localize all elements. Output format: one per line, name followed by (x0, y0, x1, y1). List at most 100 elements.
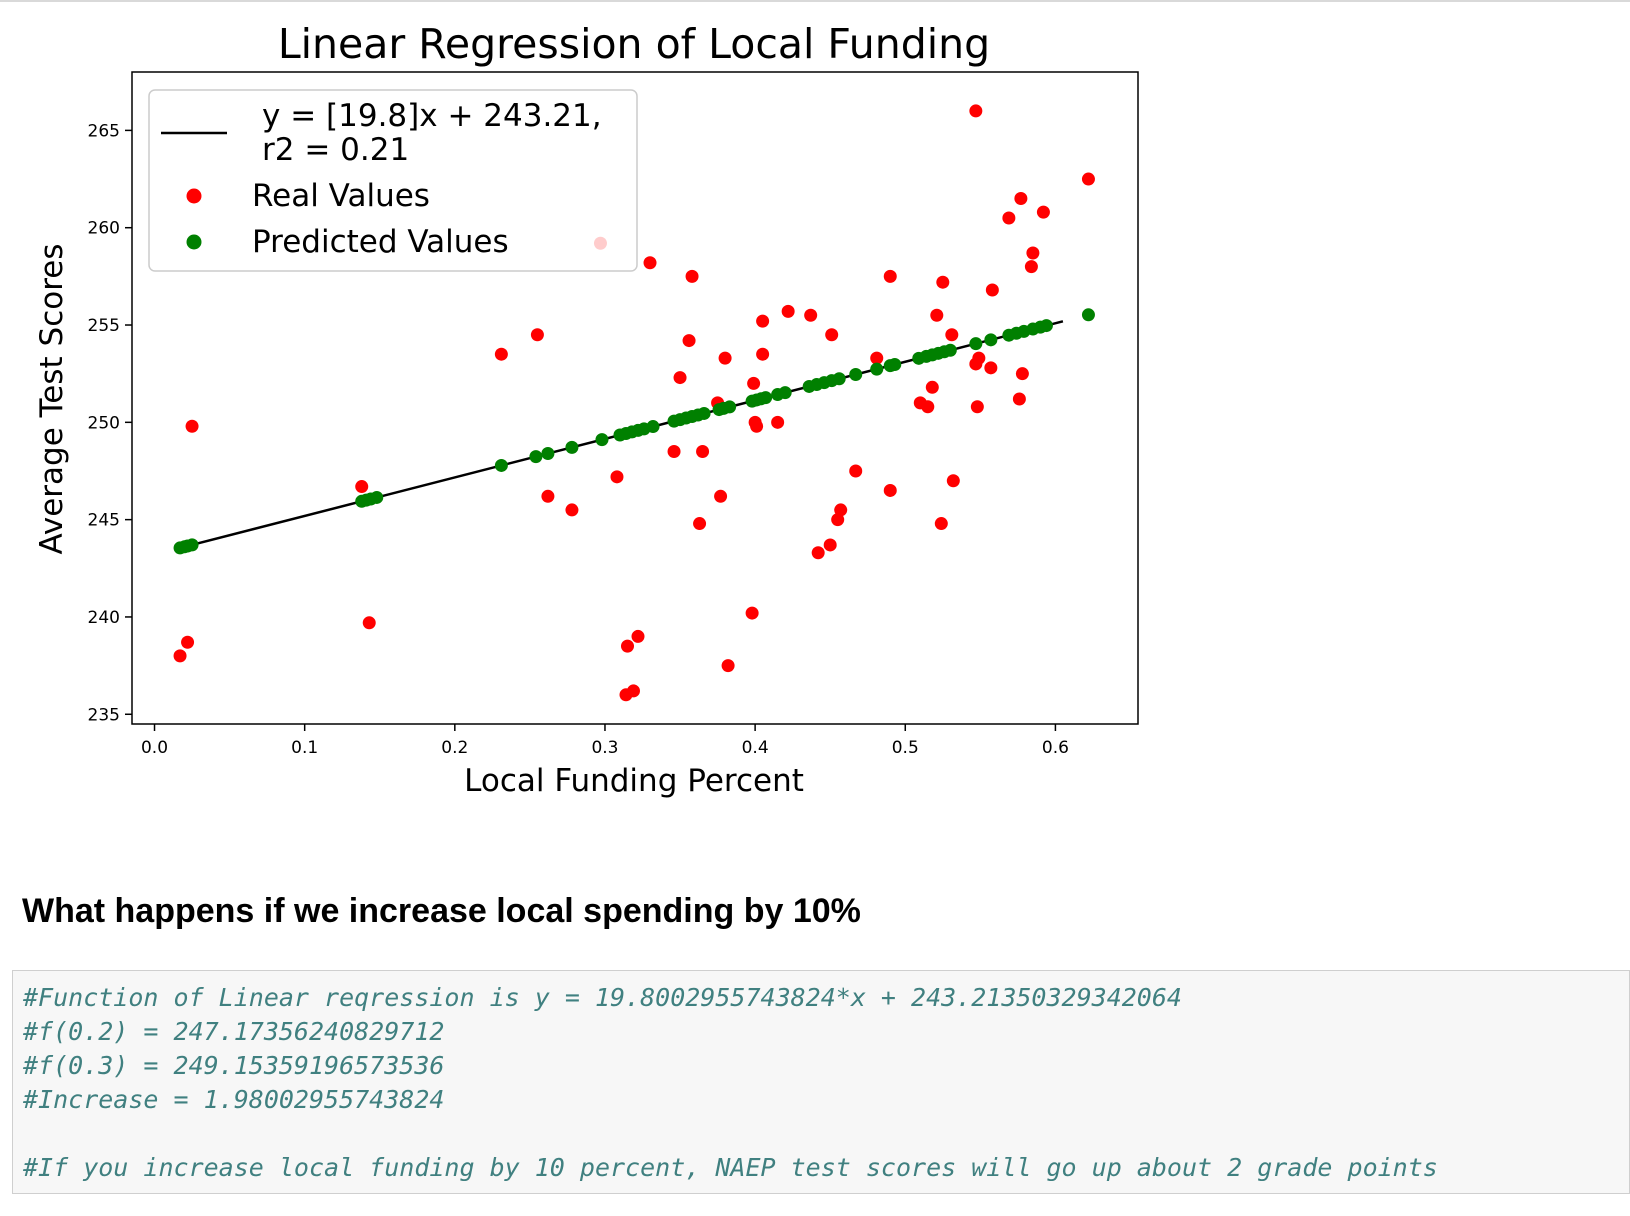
legend-line-label-1: y = [19.8]x + 243.21, (262, 98, 602, 134)
real-value-point (673, 371, 687, 385)
legend-box (148, 89, 638, 272)
real-value-point (804, 308, 818, 322)
real-value-point (631, 629, 645, 643)
y-tick-label: 265 (88, 121, 120, 141)
predicted-value-point (565, 440, 579, 454)
predicted-value-point (870, 362, 884, 376)
real-value-point (1024, 260, 1038, 274)
predicted-value-point (759, 391, 773, 405)
legend: y = [19.8]x + 243.21, r2 = 0.21 Real Val… (148, 89, 638, 272)
real-value-point (682, 334, 696, 348)
real-value-point (173, 649, 187, 663)
real-value-point (1036, 205, 1050, 219)
real-value-point (883, 269, 897, 283)
real-value-point (494, 347, 508, 361)
real-value-point (620, 639, 634, 653)
real-value-point (1026, 246, 1040, 260)
real-value-point (1014, 192, 1028, 206)
x-tick-label: 0.5 (892, 738, 919, 758)
real-value-point (610, 470, 624, 484)
code-line-3: #f(0.3) = 249.15359196573536 (23, 1051, 445, 1080)
real-value-point (970, 400, 984, 414)
real-value-point (685, 269, 699, 283)
code-line-6: #If you increase local funding by 10 per… (23, 1153, 1438, 1182)
predicted-value-point (646, 420, 660, 434)
real-value-point (825, 328, 839, 342)
real-value-point (696, 445, 710, 459)
real-value-point (181, 635, 195, 649)
real-value-point (883, 483, 897, 497)
real-value-point (1015, 367, 1029, 381)
real-value-point (945, 328, 959, 342)
x-tick-label: 0.4 (742, 738, 769, 758)
real-value-point (969, 104, 983, 118)
real-value-point (355, 480, 369, 494)
real-value-point (565, 503, 579, 517)
chart-title: Linear Regression of Local Funding (278, 20, 990, 68)
real-value-point (1002, 211, 1016, 225)
axis-ticks: 0.0 0.1 0.2 0.3 0.4 0.5 0.6 235 240 245 250 255 260 2… (88, 121, 1069, 758)
predicted-value-point (185, 538, 199, 552)
legend-real-marker (186, 188, 202, 204)
plot-frame (131, 71, 1139, 725)
real-value-point (834, 503, 848, 517)
real-value-point (747, 376, 761, 390)
y-tick-label: 250 (88, 413, 120, 433)
predicted-values-layer (173, 308, 1095, 555)
real-value-point (849, 464, 863, 478)
predicted-value-point (984, 333, 998, 347)
legend-predicted-label: Predicted Values (252, 224, 509, 260)
code-line-1: #Function of Linear reqression is y = 19… (23, 983, 1182, 1012)
x-tick-label: 0.3 (591, 738, 618, 758)
real-value-point (811, 546, 825, 560)
real-value-point (756, 347, 770, 361)
real-value-point (946, 474, 960, 488)
cell-separator (0, 0, 1630, 2)
real-value-point (870, 351, 884, 365)
predicted-value-point (1039, 319, 1053, 333)
real-value-point (781, 304, 795, 318)
real-values-layer (173, 104, 1095, 702)
y-tick-label: 245 (88, 511, 120, 531)
real-value-point (771, 415, 785, 429)
real-value-point (541, 489, 555, 503)
real-value-point (714, 489, 728, 503)
real-value-point (756, 314, 770, 328)
real-value-point (721, 659, 735, 673)
real-value-point (745, 606, 759, 620)
real-value-point (750, 419, 764, 433)
y-tick-label: 255 (88, 316, 120, 336)
predicted-value-point (778, 386, 792, 400)
legend-predicted-marker (186, 234, 202, 250)
real-value-point (362, 616, 376, 630)
y-tick-label: 260 (88, 219, 120, 239)
real-value-point (984, 361, 998, 375)
real-value-point (1012, 392, 1026, 406)
real-value-point (185, 419, 199, 433)
predicted-value-point (494, 458, 508, 472)
predicted-value-point (595, 433, 609, 447)
y-tick-label: 235 (88, 705, 120, 725)
legend-line-label-2: r2 = 0.21 (262, 132, 409, 168)
real-value-point (972, 351, 986, 365)
predicted-value-point (832, 372, 846, 386)
x-axis-label: Local Funding Percent (464, 763, 804, 799)
real-value-point (823, 538, 837, 552)
real-value-point (1081, 172, 1095, 186)
predicted-value-point (888, 357, 902, 371)
real-value-point (643, 256, 657, 270)
y-axis-label: Average Test Scores (34, 243, 70, 554)
legend-real-label: Real Values (252, 178, 430, 214)
predicted-value-point (529, 450, 543, 464)
code-cell[interactable]: #Function of Linear reqression is y = 19… (12, 970, 1630, 1194)
x-tick-label: 0.0 (141, 738, 168, 758)
real-value-point (667, 445, 681, 459)
real-value-point (921, 400, 935, 414)
predicted-value-point (1081, 308, 1095, 322)
x-tick-label: 0.2 (441, 738, 468, 758)
y-tick-label: 240 (88, 608, 120, 628)
x-tick-label: 0.6 (1042, 738, 1069, 758)
predicted-value-point (541, 447, 555, 461)
predicted-value-point (723, 400, 737, 414)
real-value-point (936, 275, 950, 289)
